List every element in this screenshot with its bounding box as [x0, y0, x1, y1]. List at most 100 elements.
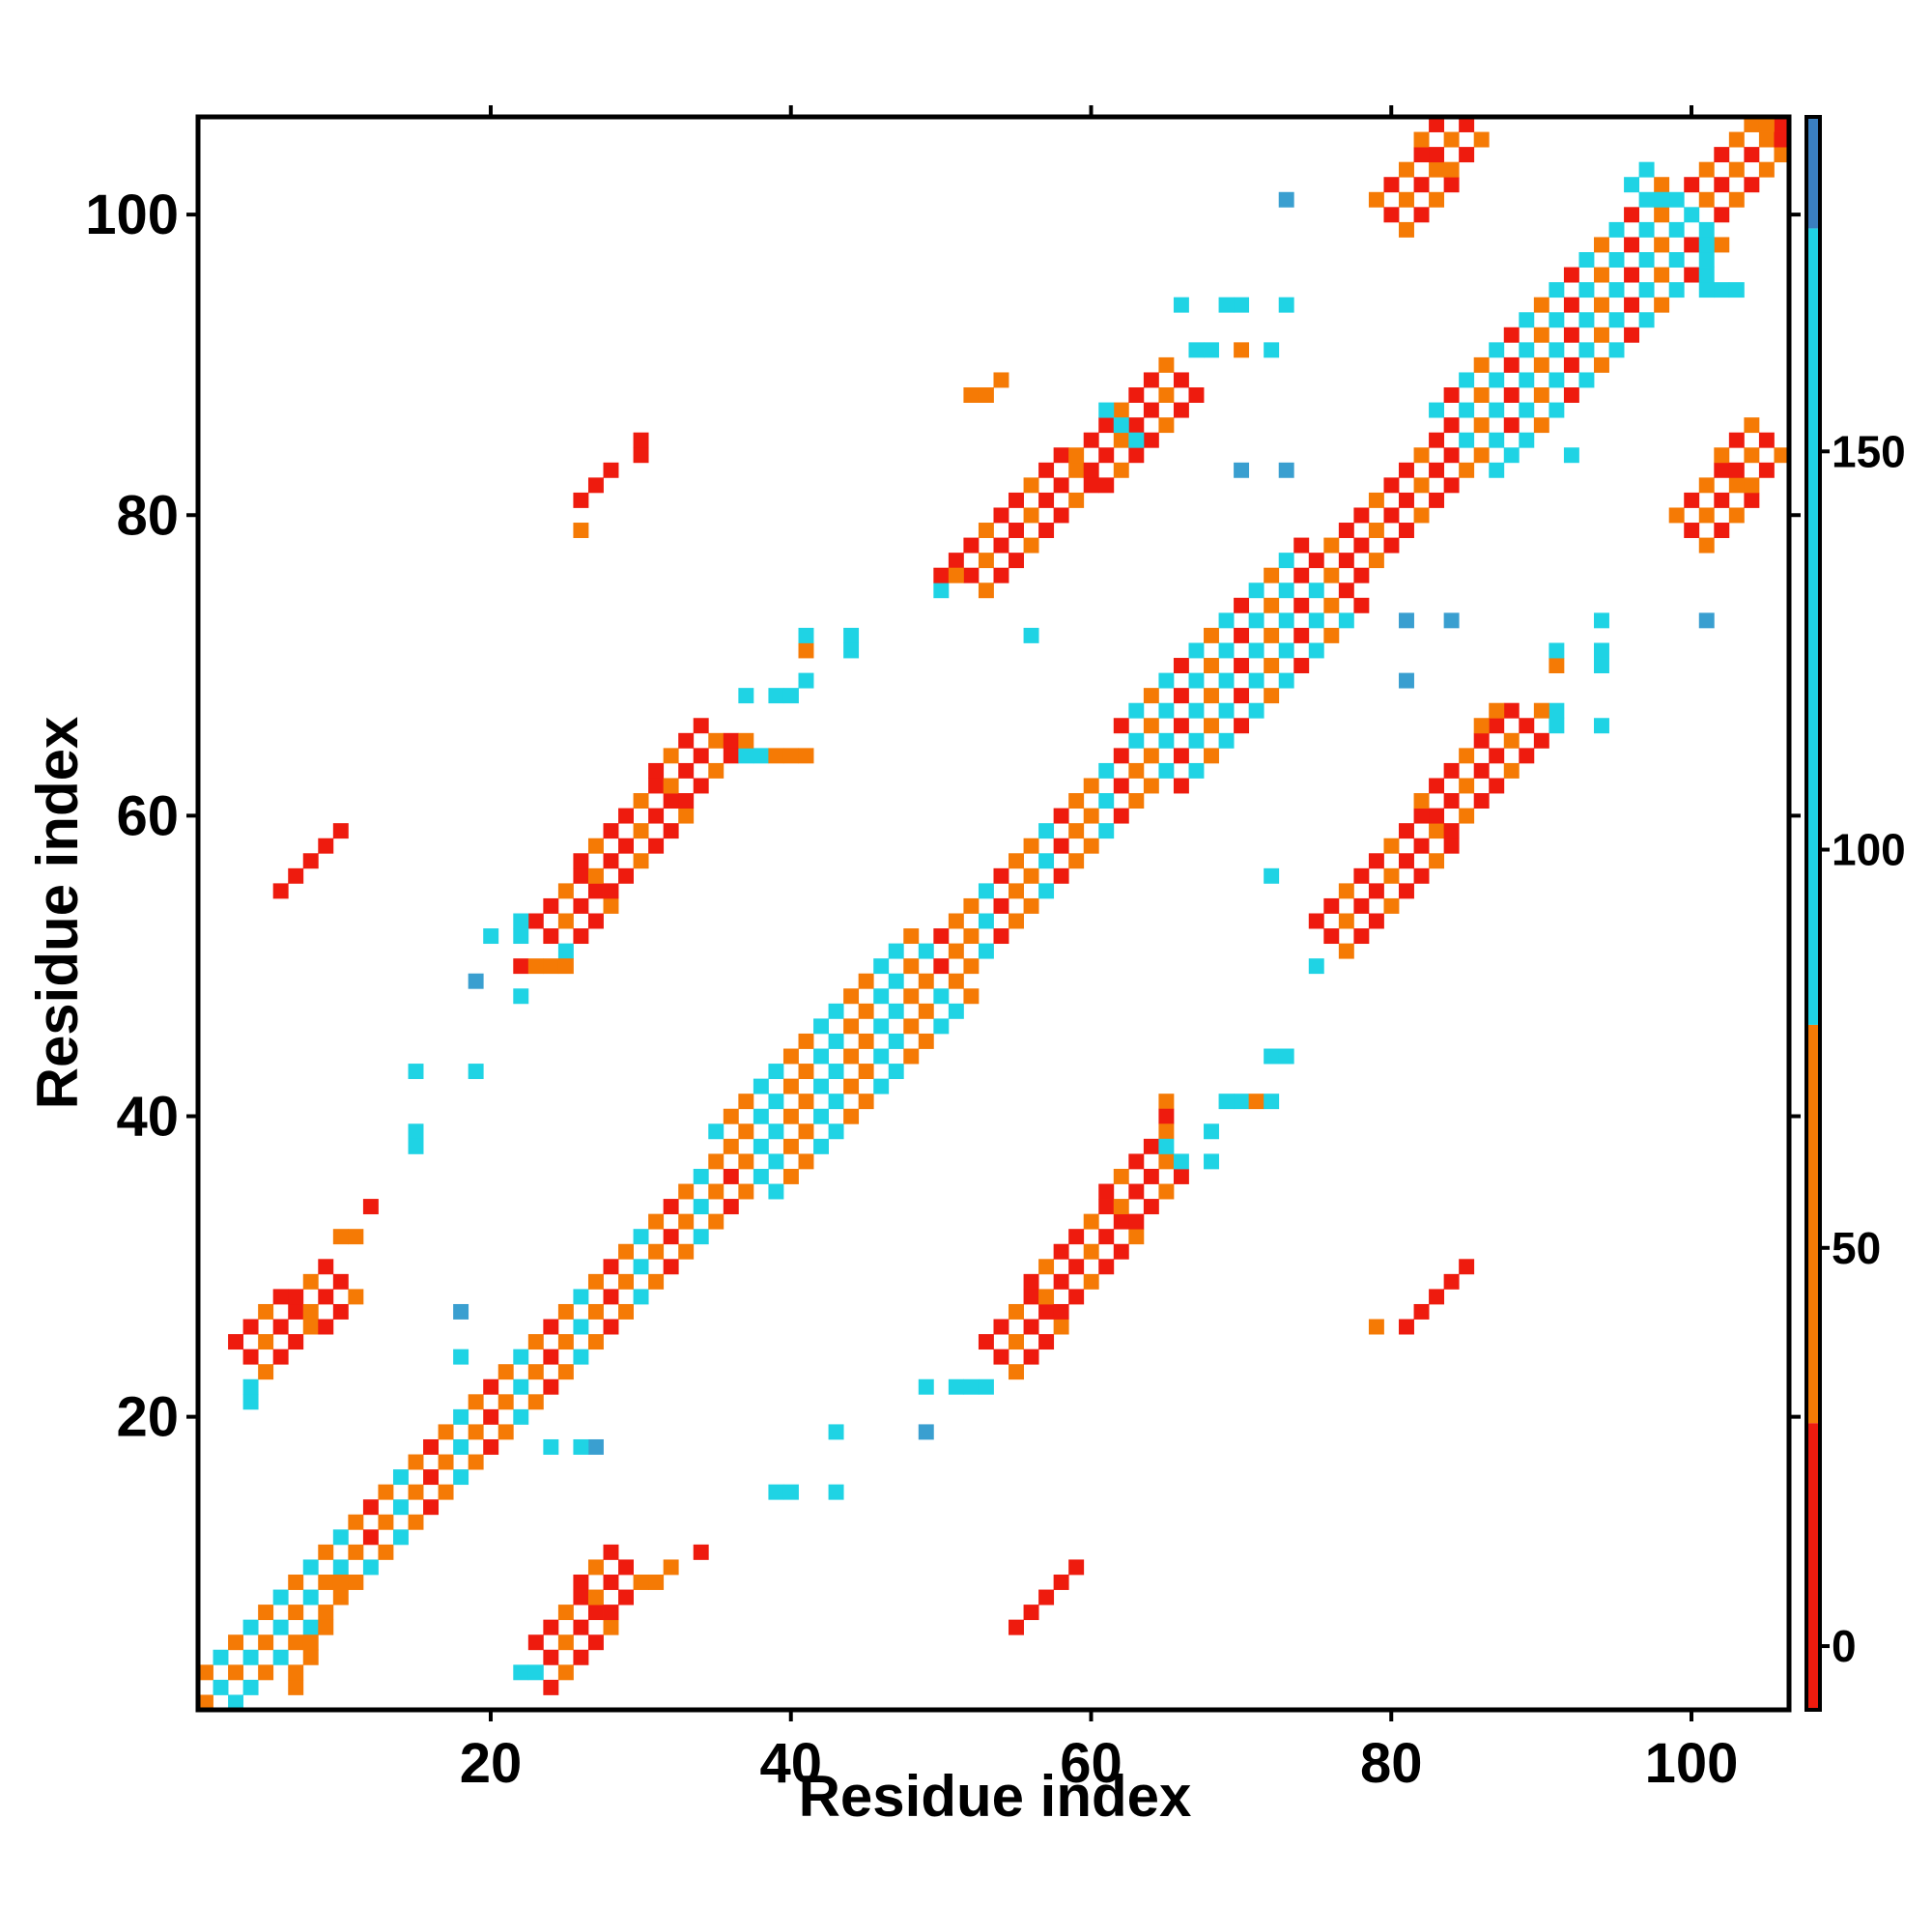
heatmap-cell	[1443, 387, 1460, 403]
heatmap-cell	[1654, 207, 1670, 223]
heatmap-cell	[557, 943, 574, 959]
heatmap-cell	[1173, 1153, 1189, 1170]
heatmap-cell	[1323, 537, 1340, 554]
heatmap-cell	[648, 1574, 665, 1590]
heatmap-cell	[1744, 117, 1760, 132]
heatmap-cell	[1624, 237, 1640, 253]
heatmap-cell	[272, 883, 289, 899]
heatmap-cell	[1774, 131, 1790, 148]
heatmap-cell	[1473, 793, 1490, 810]
heatmap-cell	[1459, 748, 1475, 764]
heatmap-cell	[693, 718, 709, 734]
heatmap-cell	[1113, 1199, 1129, 1215]
heatmap-cell	[1143, 432, 1159, 448]
heatmap-cell	[1459, 147, 1475, 163]
colorbar: 0 50 100 150	[1804, 115, 1906, 1712]
heatmap-cell	[678, 808, 695, 824]
heatmap-cell	[1098, 1183, 1115, 1200]
heatmap-cell	[1714, 447, 1730, 464]
heatmap-cell	[1399, 492, 1414, 508]
heatmap-cell	[603, 1605, 619, 1621]
heatmap-cell	[978, 523, 994, 538]
heatmap-cell	[648, 778, 665, 794]
heatmap-cell	[527, 913, 544, 929]
heatmap-cell	[1714, 177, 1730, 193]
heatmap-cell	[948, 1003, 964, 1019]
heatmap-cell	[1473, 718, 1490, 734]
heatmap-cell	[888, 1003, 904, 1019]
heatmap-cell	[873, 988, 890, 1005]
heatmap-cell	[1563, 297, 1579, 313]
heatmap-cell	[242, 1649, 259, 1665]
heatmap-cell	[828, 1424, 844, 1440]
heatmap-cell	[1608, 312, 1625, 328]
heatmap-cell	[1248, 702, 1264, 719]
heatmap-cell	[1293, 567, 1310, 583]
colorbar-band	[1808, 1024, 1818, 1424]
heatmap-cell	[1594, 658, 1609, 673]
heatmap-cell	[1264, 867, 1280, 884]
heatmap-cell	[903, 988, 920, 1005]
heatmap-cell	[918, 973, 934, 989]
heatmap-cell	[1443, 612, 1460, 629]
heatmap-cell	[1698, 161, 1715, 178]
heatmap-cell	[1128, 1229, 1145, 1245]
heatmap-cell	[543, 1619, 559, 1635]
heatmap-cell	[1234, 688, 1250, 704]
heatmap-cell	[318, 1605, 334, 1621]
heatmap-cell	[587, 1438, 604, 1455]
heatmap-cell	[1323, 627, 1340, 643]
heatmap-cell	[513, 958, 529, 975]
heatmap-cell	[993, 372, 1009, 388]
heatmap-cell	[633, 853, 649, 869]
heatmap-cell	[288, 1664, 304, 1681]
heatmap-cell	[483, 1408, 499, 1425]
heatmap-cell	[768, 748, 784, 764]
heatmap-cell	[228, 1694, 244, 1711]
heatmap-cell	[813, 1078, 829, 1094]
heatmap-cell	[663, 1559, 679, 1576]
heatmap-cell	[768, 1094, 784, 1110]
heatmap-cell	[1023, 1605, 1039, 1621]
heatmap-cell	[1068, 462, 1085, 478]
heatmap-cell	[1338, 943, 1354, 959]
heatmap-cell	[633, 1229, 649, 1245]
heatmap-cell	[723, 748, 739, 764]
y-tick-label: 20	[116, 1386, 179, 1449]
heatmap-cell	[1113, 748, 1129, 764]
heatmap-cell	[483, 928, 499, 945]
x-tick-label: 80	[1360, 1732, 1423, 1795]
heatmap-cell	[543, 1319, 559, 1335]
heatmap-cell	[1489, 462, 1505, 478]
heatmap-cell	[1383, 507, 1400, 524]
heatmap-cell	[1548, 372, 1565, 388]
heatmap-cell	[843, 627, 860, 643]
heatmap-cell	[723, 1168, 739, 1184]
heatmap-cell	[1113, 402, 1129, 418]
heatmap-cell	[648, 762, 665, 779]
heatmap-cell	[1053, 1574, 1069, 1590]
heatmap-cell	[587, 1303, 604, 1320]
heatmap-cell	[708, 1153, 724, 1170]
heatmap-cell	[1429, 492, 1445, 508]
heatmap-cell	[1668, 282, 1685, 298]
heatmap-cell	[693, 778, 709, 794]
heatmap-cell	[557, 1364, 574, 1380]
heatmap-cell	[1728, 161, 1745, 178]
heatmap-cell	[1083, 477, 1099, 494]
heatmap-cell	[1368, 523, 1384, 538]
heatmap-cell	[1489, 702, 1505, 719]
heatmap-cell	[753, 1078, 769, 1094]
colorbar-tick-label: 0	[1832, 1621, 1857, 1671]
heatmap-cell	[1098, 417, 1115, 434]
heatmap-cell	[1744, 477, 1760, 494]
heatmap-cell	[1728, 432, 1745, 448]
heatmap-cell	[1429, 117, 1445, 132]
heatmap-cell	[1608, 342, 1625, 358]
heatmap-cell	[1698, 507, 1715, 524]
heatmap-cell	[1143, 1199, 1159, 1215]
heatmap-cell	[1128, 1153, 1145, 1170]
heatmap-cell	[978, 1378, 994, 1395]
heatmap-cell	[302, 1273, 319, 1290]
